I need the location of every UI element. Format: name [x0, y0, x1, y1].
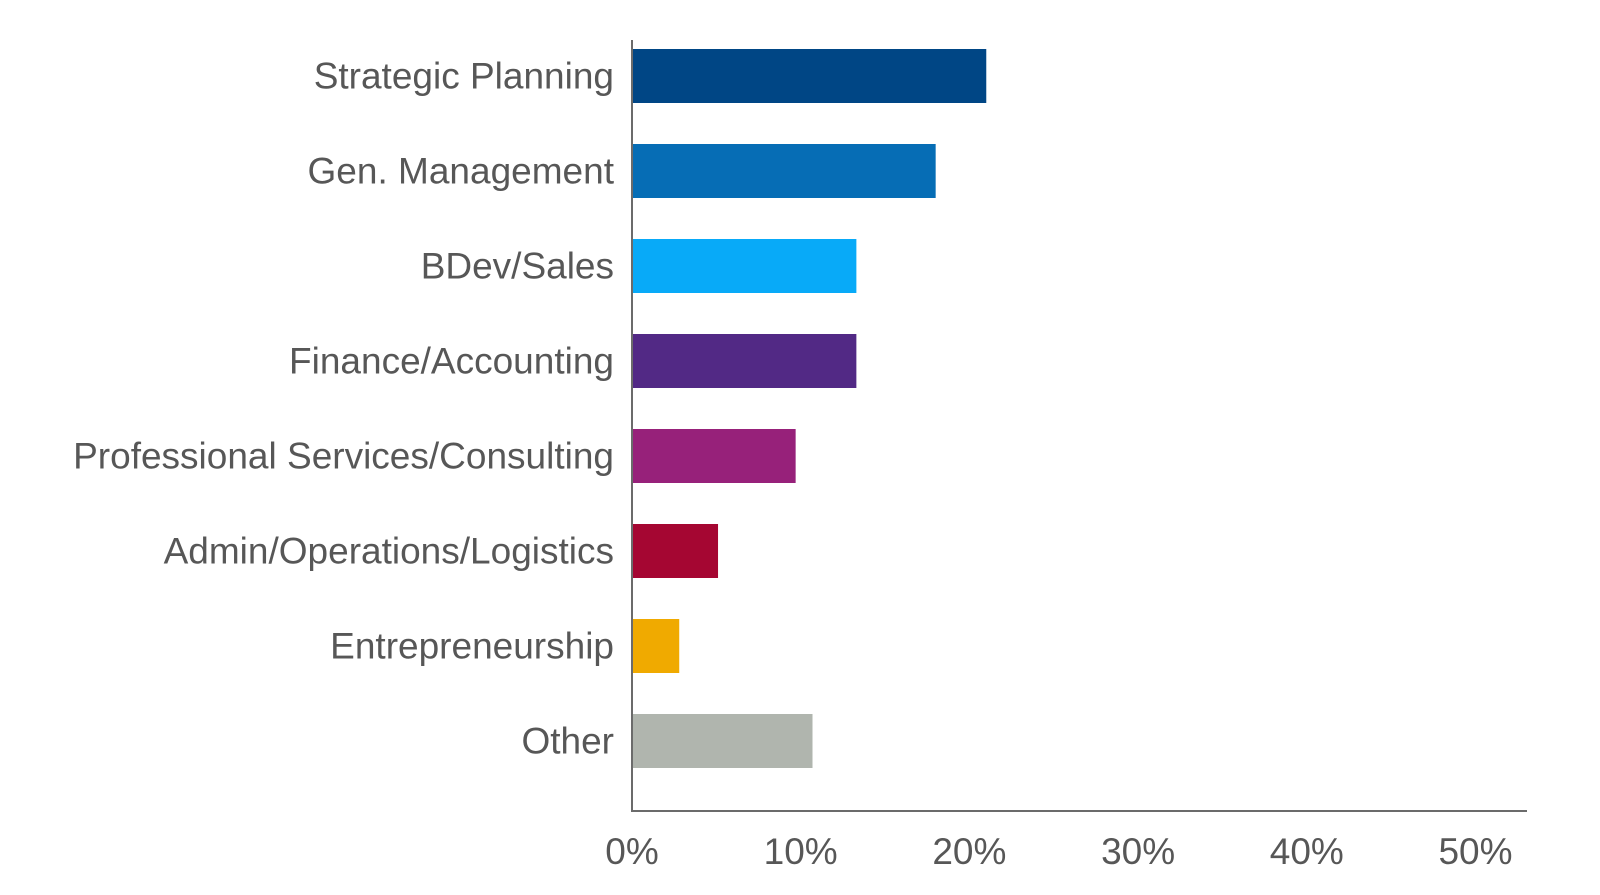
- category-label-bdev-sales: BDev/Sales: [421, 246, 614, 287]
- x-tick-label-10: 10%: [764, 831, 838, 872]
- category-label-professional-services-consulting: Professional Services/Consulting: [73, 436, 614, 477]
- bar-finance-accounting: [632, 334, 857, 388]
- bar-entrepreneurship: [632, 619, 680, 673]
- category-label-entrepreneurship: Entrepreneurship: [330, 626, 614, 667]
- category-labels: Strategic Planning Gen. Management BDev/Sa…: [73, 56, 615, 762]
- x-tick-label-30: 30%: [1101, 831, 1175, 872]
- category-label-strategic-planning: Strategic Planning: [314, 56, 614, 97]
- x-tick-label-40: 40%: [1270, 831, 1344, 872]
- x-tick-label-20: 20%: [932, 831, 1006, 872]
- bar-other: [632, 714, 813, 768]
- category-label-admin-operations-logistics: Admin/Operations/Logistics: [164, 531, 614, 572]
- category-label-other: Other: [521, 721, 614, 762]
- bar-gen-management: [632, 144, 936, 198]
- category-label-finance-accounting: Finance/Accounting: [289, 341, 614, 382]
- x-tick-label-50: 50%: [1438, 831, 1512, 872]
- bar-bdev-sales: [632, 239, 857, 293]
- bars-group: [632, 49, 987, 768]
- x-tick-labels: 0% 10% 20% 30% 40% 50%: [605, 831, 1512, 872]
- category-label-gen-management: Gen. Management: [308, 151, 615, 192]
- bar-professional-services-consulting: [632, 429, 796, 483]
- x-tick-label-0: 0%: [605, 831, 658, 872]
- bar-strategic-planning: [632, 49, 987, 103]
- bar-admin-operations-logistics: [632, 524, 719, 578]
